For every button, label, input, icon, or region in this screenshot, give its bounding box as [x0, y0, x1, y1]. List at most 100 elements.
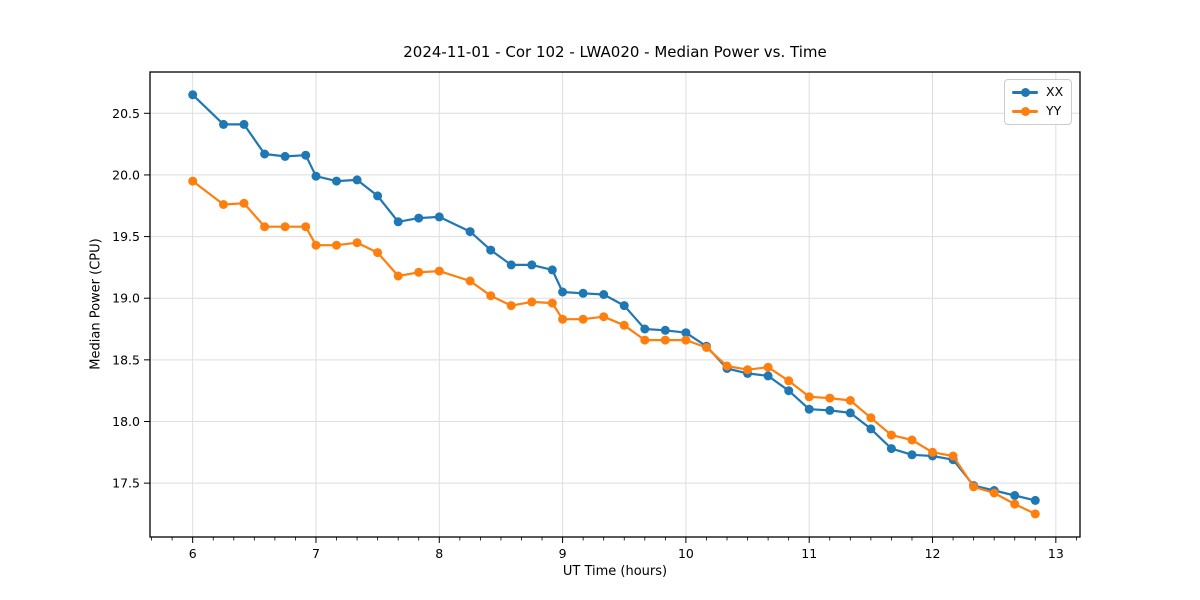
data-point-xx [660, 325, 670, 335]
data-point-xx [907, 450, 917, 460]
data-point-yy [373, 248, 383, 258]
data-point-xx [465, 227, 475, 237]
legend-line-marker-icon [1012, 107, 1038, 116]
data-point-yy [558, 314, 568, 324]
data-point-yy [260, 222, 270, 232]
data-point-yy [599, 312, 609, 322]
data-point-yy [506, 301, 516, 311]
data-point-yy [301, 222, 311, 232]
data-point-xx [239, 119, 249, 129]
legend-label: XX [1046, 84, 1064, 100]
data-point-yy [311, 240, 321, 250]
data-point-yy [969, 482, 979, 492]
data-point-xx [506, 260, 516, 270]
data-point-xx [578, 288, 588, 298]
data-point-xx [1030, 495, 1040, 505]
data-point-yy [465, 276, 475, 286]
data-point-xx [393, 217, 403, 227]
data-point-yy [640, 335, 650, 345]
data-point-yy [702, 343, 711, 352]
legend-entry-yy: YY [1012, 105, 1064, 118]
data-point-yy [784, 376, 794, 386]
data-point-xx [434, 212, 444, 222]
x-tick-label: 10 [678, 546, 694, 561]
data-point-xx [547, 265, 557, 275]
x-tick-label: 8 [435, 546, 443, 561]
data-point-yy [907, 435, 917, 445]
x-tick-label: 12 [925, 546, 941, 561]
legend-label: YY [1046, 103, 1062, 119]
y-tick-label: 19.0 [112, 291, 140, 306]
data-point-xx [599, 290, 609, 299]
data-point-yy [845, 396, 855, 405]
y-tick-label: 18.5 [112, 352, 140, 367]
data-point-xx [825, 405, 835, 415]
data-point-xx [681, 328, 691, 338]
plot-box-spines [149, 71, 1081, 538]
data-point-xx [640, 324, 650, 334]
y-tick-label: 20.0 [112, 167, 140, 182]
data-point-xx [886, 444, 896, 454]
series-line-yy [191, 180, 1037, 516]
data-point-yy [660, 335, 670, 345]
x-tick-label: 9 [559, 546, 567, 561]
data-point-xx [188, 90, 198, 100]
data-point-yy [948, 451, 958, 461]
data-point-xx [311, 171, 321, 181]
data-point-xx [373, 191, 383, 201]
axis-ticks: 6 7 8 9 10 11 12 13 17.5 18.0 18.5 19.0 19.5 20.0 20.5 [112, 106, 1077, 561]
x-tick-label: 6 [189, 546, 197, 561]
data-point-xx [619, 301, 629, 311]
data-point-yy [681, 335, 691, 345]
y-tick-label: 18.0 [112, 414, 140, 429]
data-point-xx [784, 386, 794, 396]
data-point-yy [1030, 509, 1040, 519]
data-point-yy [1010, 499, 1020, 509]
data-point-xx [763, 371, 773, 381]
data-point-yy [547, 298, 557, 308]
data-point-yy [352, 238, 362, 248]
data-point-yy [866, 413, 876, 423]
data-point-yy [527, 297, 537, 307]
y-tick-label: 17.5 [112, 476, 140, 491]
y-axis-label: Median Power (CPU) [88, 238, 104, 370]
x-axis-label: UT Time (hours) [562, 564, 668, 579]
data-point-yy [763, 362, 773, 372]
data-point-yy [722, 361, 732, 371]
data-point-xx [332, 176, 341, 186]
data-point-yy [804, 392, 814, 402]
legend-entry-xx: XX [1012, 86, 1064, 99]
data-point-yy [188, 176, 198, 186]
data-point-yy [989, 488, 999, 498]
y-tick-label: 20.5 [112, 106, 140, 121]
series-yy [188, 176, 1040, 519]
legend-dot-icon [1020, 107, 1030, 116]
data-point-xx [219, 119, 228, 129]
y-tick-label: 19.5 [112, 229, 140, 244]
data-point-yy [414, 267, 424, 277]
data-point-xx [352, 175, 362, 185]
data-point-yy [486, 291, 496, 301]
data-point-yy [219, 200, 228, 209]
data-point-xx [845, 408, 855, 418]
data-point-xx [260, 149, 270, 159]
data-point-xx [1010, 491, 1020, 500]
data-point-yy [928, 447, 937, 457]
legend-dot-icon [1020, 88, 1030, 97]
legend-line-marker-icon [1012, 88, 1038, 97]
x-tick-label: 7 [312, 546, 320, 561]
data-point-xx [414, 213, 424, 223]
data-point-yy [619, 320, 629, 330]
data-point-xx [558, 287, 568, 297]
data-point-xx [280, 151, 290, 161]
data-point-yy [578, 314, 588, 324]
data-point-yy [825, 393, 835, 403]
data-point-xx [527, 260, 537, 270]
chart-title: 2024-11-01 - Cor 102 - LWA020 - Median P… [403, 43, 827, 61]
legend: XX YY [1004, 79, 1072, 125]
data-point-yy [743, 365, 753, 375]
data-point-xx [866, 424, 876, 434]
data-point-xx [486, 245, 496, 255]
data-point-xx [804, 404, 814, 414]
